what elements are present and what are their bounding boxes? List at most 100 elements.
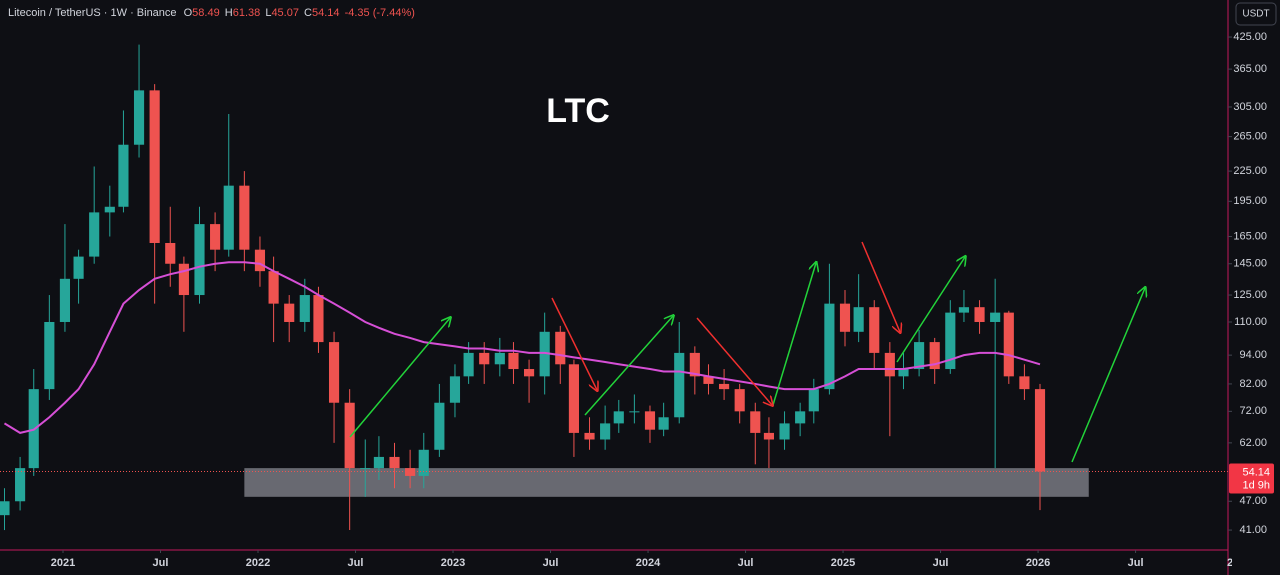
candle-body	[795, 411, 806, 424]
candle-body	[268, 271, 279, 304]
x-tick-label: Jul	[543, 557, 559, 569]
arrow	[551, 297, 597, 390]
y-tick-label: 365.00	[1233, 63, 1267, 75]
change: -4.35 (-7.44%)	[345, 7, 415, 19]
candle-body	[44, 321, 55, 390]
candle-body	[508, 352, 519, 370]
arrow	[896, 257, 965, 363]
candle-body	[73, 256, 84, 279]
candle-body	[210, 224, 221, 250]
candle-body	[779, 423, 790, 440]
countdown: 1d 9h	[1242, 479, 1270, 491]
candle-body	[239, 185, 250, 250]
x-tick-label: 2026	[1026, 557, 1050, 569]
candle-body	[299, 295, 310, 322]
candle-body	[884, 352, 895, 377]
y-tick-label: 195.00	[1233, 195, 1267, 207]
candle-body	[284, 303, 295, 322]
candle-body	[990, 312, 1001, 322]
plot-area	[0, 44, 1089, 531]
legend-header: Litecoin / TetherUS · 1W · Binance O58.4…	[8, 7, 415, 19]
arrow	[772, 263, 816, 406]
candle-body	[89, 212, 100, 257]
x-tick-label: 2021	[51, 557, 75, 569]
y-tick-label: 72.00	[1239, 405, 1267, 417]
y-tick-label: 425.00	[1233, 31, 1267, 43]
candle-body	[613, 411, 624, 424]
value: 54.14	[312, 7, 340, 19]
symbol: Litecoin / TetherUS · 1W · Binance	[8, 7, 177, 19]
y-tick-label: 305.00	[1233, 101, 1267, 113]
y-tick-label: 47.00	[1239, 495, 1267, 507]
arrow	[584, 316, 673, 416]
label: C	[304, 7, 312, 19]
candle-body	[434, 402, 445, 450]
x-tick-label: Jul	[348, 557, 364, 569]
candle-body	[600, 423, 611, 440]
y-tick-label: 41.00	[1239, 524, 1267, 536]
x-tick-label: 2023	[441, 557, 465, 569]
candle-body	[869, 307, 880, 353]
candle-body	[524, 369, 535, 377]
candle-body	[1034, 389, 1046, 472]
candle-body	[149, 90, 160, 243]
candle-body	[165, 242, 176, 264]
last-price: 54.14	[1242, 466, 1270, 478]
x-tick-label: 20	[1227, 557, 1239, 569]
arrow	[1071, 288, 1145, 463]
candle-body	[1003, 312, 1014, 377]
y-tick-label: 110.00	[1234, 316, 1267, 328]
candle-body	[689, 352, 700, 377]
support-zone	[244, 468, 1089, 497]
y-tick-label: 165.00	[1233, 230, 1267, 242]
candle-body	[389, 456, 400, 469]
candle-body	[750, 411, 761, 433]
currency[interactable]: USDT	[1242, 9, 1269, 20]
x-tick-label: Jul	[933, 557, 949, 569]
candle-body	[734, 389, 745, 412]
chart-title: LTC	[546, 92, 610, 130]
candle-body	[629, 411, 640, 413]
candle-body	[644, 411, 656, 430]
candle-body	[853, 307, 864, 332]
candle-body	[929, 342, 940, 370]
x-tick-label: Jul	[738, 557, 754, 569]
candle-body	[839, 303, 851, 332]
candle-body	[539, 331, 550, 377]
candle-body	[254, 249, 266, 272]
label: L	[265, 7, 271, 19]
candle-body	[178, 263, 189, 296]
candle-body	[674, 352, 685, 418]
candle-body	[463, 352, 474, 377]
x-tick-label: Jul	[153, 557, 169, 569]
candle-body	[360, 468, 371, 470]
candle-body	[914, 342, 925, 370]
x-tick-label: 2022	[246, 557, 270, 569]
y-tick-label: 265.00	[1233, 131, 1267, 143]
candle-body	[958, 307, 970, 313]
annotations	[349, 241, 1145, 463]
candle-body	[568, 364, 579, 433]
y-tick-label: 82.00	[1239, 378, 1267, 390]
candle-body	[194, 224, 205, 296]
candle-body	[344, 402, 355, 469]
candle-body	[974, 307, 985, 322]
arrow	[696, 317, 772, 405]
x-axis: 2021 Jul 2022 Jul 2023 Jul 2024 Jul 2025 Jul 2026 J…	[51, 550, 1239, 569]
candle-body	[104, 206, 115, 213]
candle-body	[133, 90, 145, 145]
candle-body	[658, 417, 669, 430]
y-tick-label: 125.00	[1233, 289, 1267, 301]
candle-body	[223, 185, 234, 250]
currency-button[interactable]	[1235, 2, 1277, 26]
candle-body	[15, 468, 26, 502]
candle-body	[1019, 376, 1030, 390]
candle-body	[494, 352, 505, 365]
candle-body	[0, 501, 10, 516]
x-tick-label: 2025	[831, 557, 855, 569]
candle-body	[405, 468, 416, 476]
y-tick-label: 62.00	[1239, 437, 1267, 449]
y-tick-label: 145.00	[1233, 258, 1267, 270]
value: 45.07	[271, 7, 299, 19]
